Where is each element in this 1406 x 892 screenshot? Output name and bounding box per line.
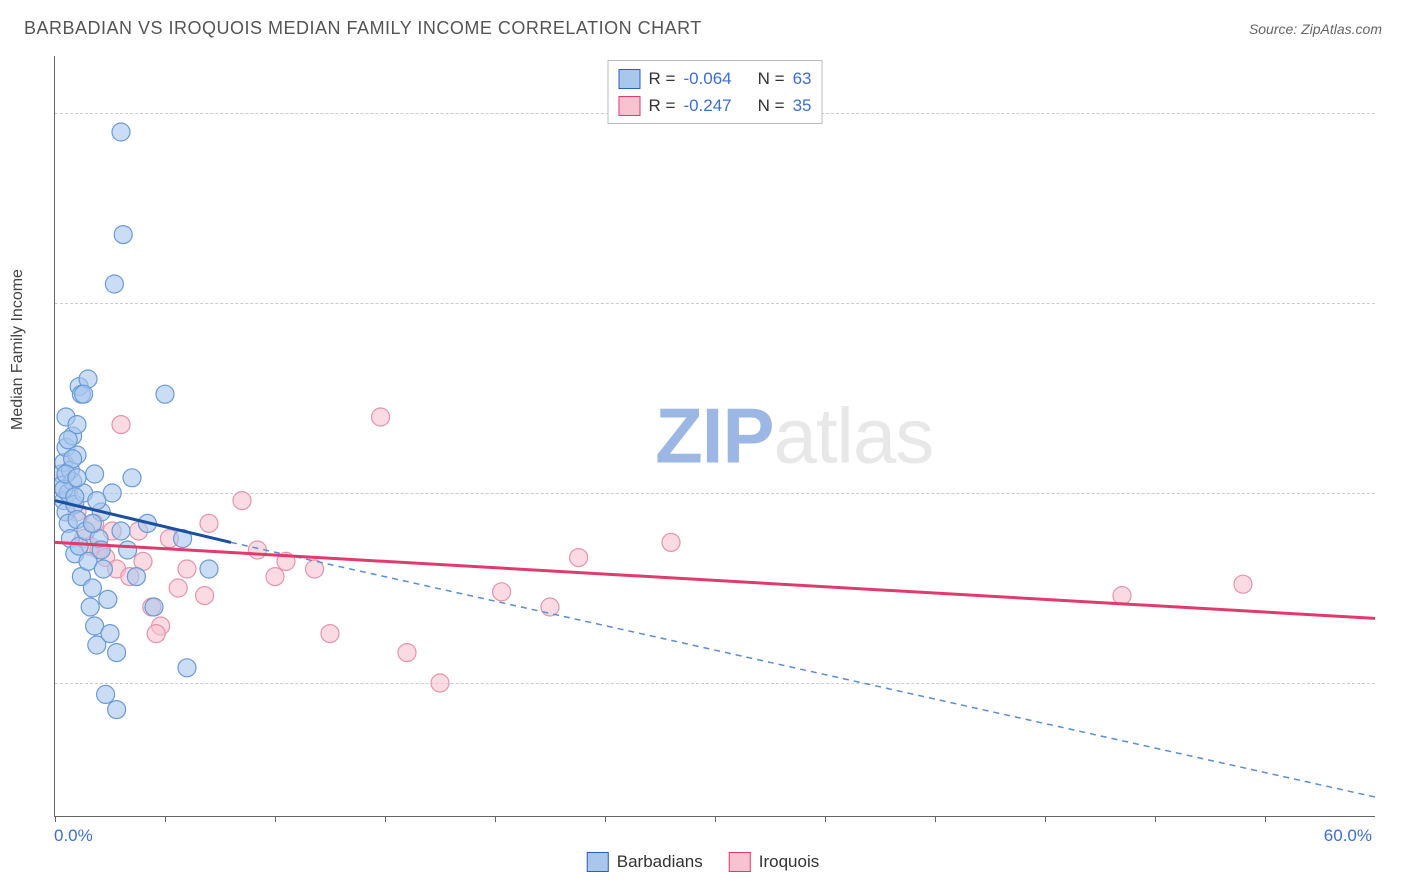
plot-area: ZIPatlas R = -0.064 N = 63 R = -0.247 N … xyxy=(54,56,1375,817)
legend-item: Iroquois xyxy=(729,852,819,872)
swatch-icon xyxy=(619,96,641,116)
swatch-icon xyxy=(729,852,751,872)
x-tick xyxy=(825,816,826,822)
x-tick xyxy=(385,816,386,822)
legend-row: R = -0.064 N = 63 xyxy=(619,65,812,92)
swatch-icon xyxy=(619,69,641,89)
y-axis-label: Median Family Income xyxy=(9,269,27,430)
x-tick xyxy=(275,816,276,822)
x-tick xyxy=(935,816,936,822)
x-tick xyxy=(605,816,606,822)
chart-svg xyxy=(55,56,1375,816)
x-tick xyxy=(55,816,56,822)
x-tick xyxy=(715,816,716,822)
chart-source: Source: ZipAtlas.com xyxy=(1249,21,1382,37)
legend-item: Barbadians xyxy=(587,852,703,872)
x-axis-min-label: 0.0% xyxy=(54,826,93,846)
x-tick xyxy=(1045,816,1046,822)
chart-title: BARBADIAN VS IROQUOIS MEDIAN FAMILY INCO… xyxy=(24,18,702,39)
x-tick xyxy=(1155,816,1156,822)
legend-label: Barbadians xyxy=(617,852,703,872)
x-tick xyxy=(165,816,166,822)
correlation-legend: R = -0.064 N = 63 R = -0.247 N = 35 xyxy=(608,60,823,124)
legend-label: Iroquois xyxy=(759,852,819,872)
chart-header: BARBADIAN VS IROQUOIS MEDIAN FAMILY INCO… xyxy=(24,18,1382,39)
x-tick xyxy=(1265,816,1266,822)
swatch-icon xyxy=(587,852,609,872)
x-tick xyxy=(495,816,496,822)
series-legend: Barbadians Iroquois xyxy=(587,852,820,872)
x-axis-max-label: 60.0% xyxy=(1324,826,1372,846)
legend-row: R = -0.247 N = 35 xyxy=(619,92,812,119)
